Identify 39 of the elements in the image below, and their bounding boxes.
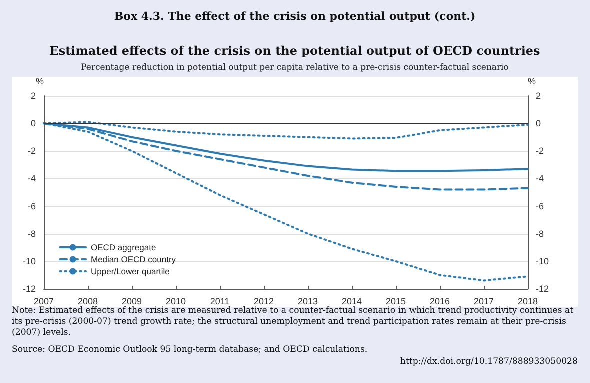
y2-tick-label: -8 — [536, 228, 544, 239]
y2-axis-title: % — [528, 76, 536, 86]
x-tick-label: 2017 — [474, 296, 494, 306]
y-tick-label: -4 — [28, 174, 36, 184]
chart-title: Estimated effects of the crisis on the potential output of OECD countries — [48, 44, 542, 58]
x-tick-label: 2013 — [298, 296, 318, 306]
y-tick-label: 2 — [30, 91, 36, 101]
x-tick-label: 2012 — [254, 296, 274, 306]
x-tick-label: 2007 — [34, 296, 54, 306]
y-tick-label: -10 — [22, 256, 36, 266]
y2-tick-label: -2 — [536, 146, 544, 156]
x-tick-label: 2011 — [210, 296, 230, 306]
y-tick-label: -2 — [28, 146, 36, 156]
x-tick-label: 2016 — [430, 296, 450, 306]
y2-tick-label: -12 — [536, 284, 550, 294]
y-tick-label: -8 — [28, 228, 36, 239]
y-axis-title: % — [36, 76, 44, 86]
x-tick-label: 2008 — [78, 296, 98, 306]
text: Box 4.3. The effect of the crisis on potential output (cont.) — [113, 10, 477, 23]
source-note: Source: OECD Economic Outlook 95 long-term database; and OECD calculations. — [12, 345, 369, 355]
legend-label: Upper/Lower quartile — [91, 266, 170, 276]
x-tick-label: 2014 — [342, 296, 362, 306]
y-tick-label: 0 — [30, 118, 36, 129]
legend-label: OECD aggregate — [91, 242, 156, 252]
legend-label: Median OECD country — [91, 254, 177, 264]
x-tick-label: 2009 — [122, 296, 142, 306]
y-tick-label: -6 — [28, 201, 36, 212]
y2-tick-label: -6 — [536, 201, 544, 212]
y-tick-label: -12 — [22, 284, 36, 294]
y2-tick-label: 2 — [536, 91, 542, 101]
x-tick-label: 2018 — [518, 296, 538, 306]
text: http://dx.doi.org/10.1787/888933050028 — [400, 357, 578, 367]
y2-tick-label: -4 — [536, 174, 544, 184]
x-tick-label: 2010 — [166, 296, 186, 306]
text: Note: Estimated effects of the crisis are measured relative to a counter-factual scenario in which trend productivity continues at its pre-crisis (2000-07) trend growth rate; the structural unemployment and trend participation rates remain at their pre-crisis (2007) levels. — [12, 306, 575, 339]
x-tick-label: 2015 — [386, 296, 406, 306]
chart-subtitle: Percentage reduction in potential output per capita relative to a pre-crisis counter-factual scenario — [80, 63, 510, 73]
y2-tick-label: 0 — [536, 118, 542, 129]
y2-tick-label: -10 — [536, 256, 550, 266]
